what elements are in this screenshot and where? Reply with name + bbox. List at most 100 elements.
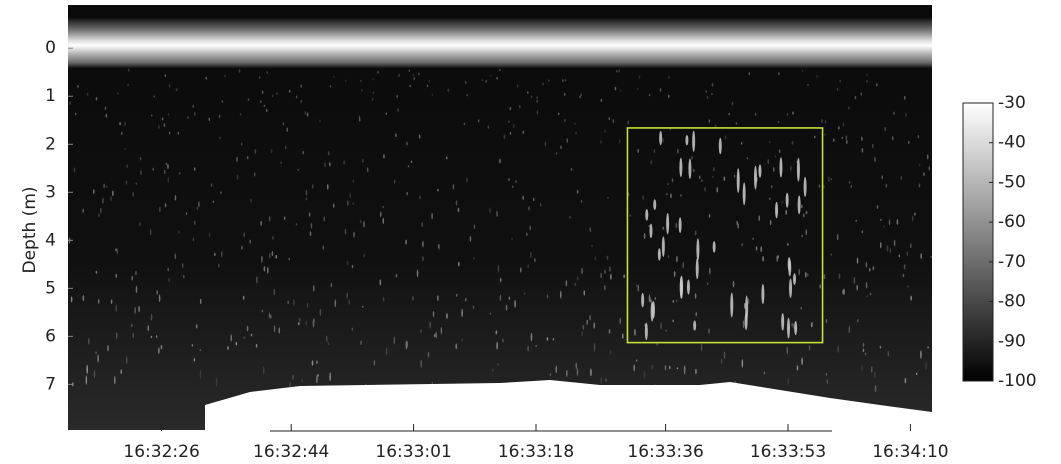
colorbar-tick-label: -60 — [998, 212, 1026, 232]
speckle-dot — [275, 254, 278, 259]
speckle-dot — [127, 83, 129, 87]
speckle-dot — [857, 319, 859, 323]
target-echo — [718, 137, 722, 155]
speckle-dot — [883, 225, 885, 228]
speckle-dot — [385, 347, 388, 356]
speckle-dot — [191, 344, 194, 347]
speckle-dot — [167, 112, 170, 116]
y-tick-label: 4 — [45, 230, 56, 250]
speckle-dot — [618, 139, 621, 144]
speckle-dot — [600, 140, 602, 144]
speckle-dot — [675, 222, 678, 229]
speckle-dot — [893, 239, 896, 247]
speckle-dot — [853, 276, 856, 285]
x-tick-label: 16:32:26 — [123, 442, 199, 462]
speckle-dot — [351, 327, 354, 331]
speckle-dot — [623, 274, 625, 279]
speckle-dot — [396, 94, 399, 98]
speckle-dot — [692, 169, 695, 173]
speckle-dot — [347, 200, 349, 206]
speckle-dot — [464, 297, 467, 302]
speckle-dot — [755, 246, 758, 251]
speckle-dot — [787, 243, 789, 246]
speckle-dot — [292, 374, 294, 380]
speckle-dot — [243, 232, 245, 238]
speckle-dot — [271, 251, 274, 257]
speckle-dot — [519, 267, 522, 273]
speckle-dot — [332, 203, 335, 208]
speckle-dot — [250, 333, 253, 337]
speckle-dot — [884, 126, 886, 132]
speckle-dot — [614, 86, 617, 91]
speckle-dot — [398, 73, 400, 77]
speckle-dot — [691, 155, 693, 160]
speckle-dot — [667, 182, 669, 186]
speckle-dot — [95, 96, 98, 101]
speckle-dot — [618, 69, 621, 73]
speckle-dot — [604, 285, 606, 291]
speckle-dot — [791, 141, 794, 145]
speckle-dot — [422, 256, 424, 262]
speckle-dot — [489, 74, 492, 78]
speckle-dot — [539, 202, 542, 207]
speckle-dot — [319, 308, 322, 316]
speckle-dot — [549, 373, 552, 377]
speckle-dot — [565, 280, 568, 287]
speckle-dot — [569, 215, 571, 219]
speckle-dot — [633, 364, 635, 372]
speckle-dot — [406, 341, 408, 348]
speckle-dot — [247, 98, 250, 101]
speckle-dot — [557, 112, 560, 116]
speckle-dot — [193, 111, 196, 116]
speckle-dot — [246, 156, 249, 160]
speckle-dot — [82, 295, 85, 302]
speckle-dot — [748, 72, 751, 76]
speckle-dot — [208, 117, 211, 122]
speckle-dot — [838, 273, 841, 279]
speckle-dot — [393, 336, 396, 345]
speckle-dot — [199, 349, 202, 352]
speckle-dot — [168, 84, 171, 88]
speckle-dot — [828, 176, 830, 183]
speckle-dot — [174, 195, 177, 201]
speckle-dot — [421, 222, 423, 227]
speckle-dot — [97, 354, 99, 363]
speckle-dot — [785, 209, 788, 215]
speckle-dot — [308, 212, 311, 217]
speckle-dot — [856, 257, 859, 264]
speckle-dot — [927, 346, 929, 349]
speckle-dot — [803, 213, 805, 218]
speckle-dot — [530, 251, 532, 259]
speckle-dot — [270, 148, 273, 154]
speckle-dot — [140, 170, 142, 176]
speckle-dot — [865, 261, 868, 268]
speckle-dot — [349, 192, 352, 199]
speckle-dot — [410, 160, 413, 164]
speckle-dot — [352, 202, 354, 205]
speckle-dot — [530, 95, 533, 99]
speckle-dot — [560, 145, 562, 150]
speckle-dot — [131, 323, 133, 328]
speckle-dot — [768, 140, 771, 144]
speckle-dot — [636, 284, 638, 287]
speckle-dot — [254, 149, 257, 155]
speckle-dot — [266, 71, 269, 74]
speckle-dot — [124, 121, 126, 127]
speckle-dot — [902, 273, 905, 278]
target-echo — [693, 320, 697, 331]
speckle-dot — [187, 116, 189, 119]
speckle-dot — [608, 116, 611, 121]
highlight-box — [626, 127, 824, 344]
target-echo — [651, 301, 655, 319]
speckle-dot — [437, 188, 439, 192]
speckle-dot — [288, 257, 291, 261]
speckle-dot — [665, 329, 667, 332]
speckle-dot — [608, 329, 611, 334]
speckle-dot — [220, 191, 222, 194]
speckle-dot — [463, 122, 466, 126]
speckle-dot — [178, 230, 180, 235]
speckle-dot — [854, 95, 857, 100]
speckle-dot — [619, 317, 622, 325]
speckle-dot — [635, 359, 638, 362]
speckle-dot — [261, 255, 263, 263]
